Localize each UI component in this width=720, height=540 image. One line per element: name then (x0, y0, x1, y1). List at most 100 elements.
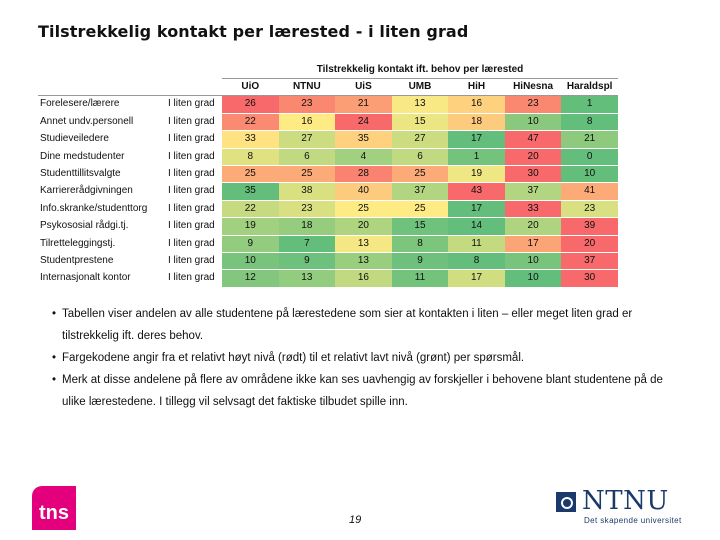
table-column-headers: UiO NTNU UiS UMB HiH HiNesna Haraldspl (38, 78, 618, 97)
value-cell-haraldspl: 21 (561, 130, 618, 149)
row-category: I liten grad (166, 182, 222, 201)
value-cell-hih: 11 (448, 235, 505, 253)
value-cell-haraldspl: 20 (561, 235, 618, 253)
value-cell-hinesna: 10 (504, 113, 562, 132)
row-label: Dine medstudenter (38, 148, 166, 166)
value-cell-ntnu: 23 (278, 95, 336, 114)
value-cell-hinesna: 37 (504, 182, 562, 201)
value-cell-ntnu: 6 (278, 148, 336, 166)
value-cell-uio: 22 (222, 113, 279, 132)
table-row: Annet undv.personell I liten grad 22 16 24 15… (38, 113, 618, 132)
value-cell-hih: 17 (448, 130, 505, 149)
value-cell-uis: 40 (335, 182, 392, 201)
value-cell-uis: 35 (335, 130, 392, 149)
row-label: Studenttillitsvalgte (38, 165, 166, 184)
table-row: Karriererådgivningen I liten grad 35 38 40 37… (38, 182, 618, 201)
value-cell-ntnu: 27 (278, 130, 336, 149)
row-category: I liten grad (166, 200, 222, 219)
value-cell-haraldspl: 39 (561, 217, 618, 236)
value-cell-haraldspl: 23 (561, 200, 618, 219)
value-cell-hinesna: 47 (504, 130, 562, 149)
row-label: Studieveiledere (38, 130, 166, 149)
value-cell-umb: 15 (391, 113, 449, 132)
value-cell-uio: 33 (222, 130, 279, 149)
row-label: Studentprestene (38, 252, 166, 271)
table-row: Internasjonalt kontor I liten grad 12 13 16 1… (38, 269, 618, 288)
value-cell-hinesna: 10 (504, 252, 562, 271)
value-cell-uis: 25 (335, 200, 392, 219)
value-cell-hinesna: 30 (504, 165, 562, 184)
contact-table-image: Tilstrekkelig kontakt ift. behov per lær… (38, 62, 618, 288)
value-cell-ntnu: 25 (278, 165, 336, 184)
row-label: Internasjonalt kontor (38, 269, 166, 288)
ntnu-tagline: Det skapende universitet (584, 516, 682, 525)
table-body: Forelesere/lærere I liten grad 26 23 21 13 16 2… (38, 95, 618, 288)
table-row: Studenttillitsvalgte I liten grad 25 25 28 25… (38, 165, 618, 184)
column-header-uis: UiS (335, 78, 392, 97)
column-header-haraldspl: Haraldspl (561, 78, 618, 97)
value-cell-uis: 24 (335, 113, 392, 132)
value-cell-ntnu: 7 (278, 235, 336, 253)
value-cell-haraldspl: 0 (561, 148, 618, 166)
value-cell-uis: 13 (335, 235, 392, 253)
table-row: Forelesere/lærere I liten grad 26 23 21 13 16 2… (38, 95, 618, 114)
value-cell-ntnu: 18 (278, 217, 336, 236)
value-cell-hih: 8 (448, 252, 505, 271)
column-header-uio: UiO (222, 78, 279, 97)
value-cell-uio: 35 (222, 182, 279, 201)
value-cell-umb: 37 (391, 182, 449, 201)
page-number: 19 (349, 514, 362, 526)
row-label: Psykososial rådgi.tj. (38, 217, 166, 236)
row-label: Tilretteleggingstj. (38, 235, 166, 253)
row-category: I liten grad (166, 95, 222, 114)
table-row: Psykososial rådgi.tj. I liten grad 19 18 20 1… (38, 217, 618, 236)
bullet-item: Tabellen viser andelen av alle studenten… (52, 303, 672, 347)
value-cell-hih: 1 (448, 148, 505, 166)
value-cell-hih: 16 (448, 95, 505, 114)
row-category: I liten grad (166, 252, 222, 271)
value-cell-uis: 16 (335, 269, 392, 288)
value-cell-umb: 25 (391, 200, 449, 219)
row-category: I liten grad (166, 130, 222, 149)
row-label: Info.skranke/studenttorg (38, 200, 166, 219)
value-cell-uis: 4 (335, 148, 392, 166)
value-cell-hinesna: 23 (504, 95, 562, 114)
value-cell-uio: 25 (222, 165, 279, 184)
contact-table: Tilstrekkelig kontakt ift. behov per lær… (38, 62, 618, 288)
ntnu-wordmark: NTNU (582, 486, 669, 516)
row-label: Forelesere/lærere (38, 95, 166, 114)
value-cell-hih: 18 (448, 113, 505, 132)
page-title: Tilstrekkelig kontakt per lærested - i l… (38, 22, 469, 41)
column-header-hinesna: HiNesna (504, 78, 562, 97)
value-cell-ntnu: 16 (278, 113, 336, 132)
row-category: I liten grad (166, 235, 222, 253)
column-header-ntnu: NTNU (278, 78, 336, 97)
tns-logo: tns (32, 486, 76, 530)
row-category: I liten grad (166, 269, 222, 288)
value-cell-hinesna: 17 (504, 235, 562, 253)
value-cell-hih: 17 (448, 269, 505, 288)
value-cell-umb: 11 (391, 269, 449, 288)
row-label: Annet undv.personell (38, 113, 166, 132)
value-cell-umb: 15 (391, 217, 449, 236)
value-cell-hih: 17 (448, 200, 505, 219)
bullet-item: Merk at disse andelene på flere av områd… (52, 369, 672, 413)
value-cell-umb: 6 (391, 148, 449, 166)
value-cell-umb: 13 (391, 95, 449, 114)
row-label: Karriererådgivningen (38, 182, 166, 201)
row-category: I liten grad (166, 148, 222, 166)
table-super-header: Tilstrekkelig kontakt ift. behov per lær… (222, 62, 618, 79)
value-cell-uio: 9 (222, 235, 279, 253)
ntnu-logo: NTNU Det skapende universitet (556, 486, 686, 528)
table-row: Tilretteleggingstj. I liten grad 9 7 13 8 11 17… (38, 235, 618, 253)
value-cell-haraldspl: 1 (561, 95, 618, 114)
value-cell-hinesna: 20 (504, 217, 562, 236)
value-cell-ntnu: 9 (278, 252, 336, 271)
value-cell-haraldspl: 41 (561, 182, 618, 201)
value-cell-ntnu: 13 (278, 269, 336, 288)
value-cell-uis: 28 (335, 165, 392, 184)
value-cell-hinesna: 20 (504, 148, 562, 166)
value-cell-umb: 27 (391, 130, 449, 149)
column-header-umb: UMB (391, 78, 449, 97)
value-cell-uis: 20 (335, 217, 392, 236)
